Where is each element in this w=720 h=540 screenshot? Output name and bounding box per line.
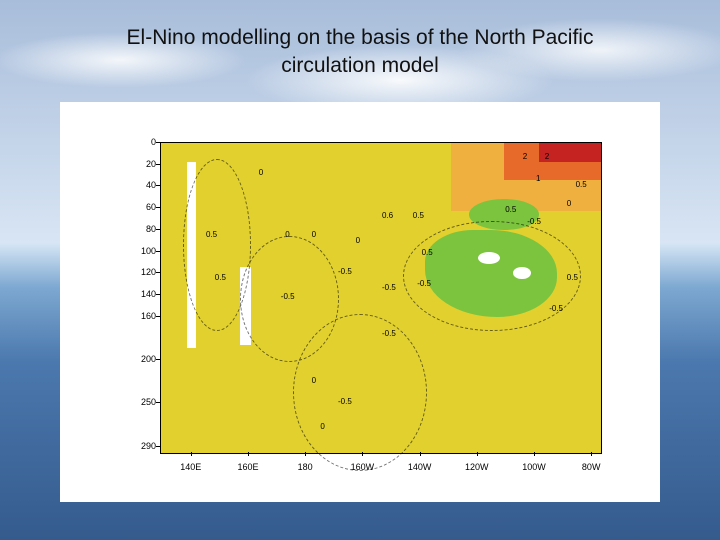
contour-label: 0.6 xyxy=(381,211,394,220)
y-tick-label: 60 xyxy=(130,202,156,212)
contour-line xyxy=(293,314,427,471)
y-tick-label: 100 xyxy=(130,246,156,256)
x-tick-mark xyxy=(534,452,535,456)
x-tick-mark xyxy=(477,452,478,456)
x-tick-mark xyxy=(362,452,363,456)
x-tick-label: 120W xyxy=(465,462,489,472)
contour-label: 2 xyxy=(544,152,550,161)
contour-label: 0 xyxy=(566,199,572,208)
contour-label: 0.5 xyxy=(575,180,588,189)
y-tick-label: 160 xyxy=(130,311,156,321)
contour-label: -0.5 xyxy=(381,283,397,292)
contour-line xyxy=(403,221,581,332)
contour-label: 0.5 xyxy=(421,248,434,257)
contour-label: -0.5 xyxy=(548,304,564,313)
x-tick-mark xyxy=(191,452,192,456)
x-tick-label: 100W xyxy=(522,462,546,472)
y-tick-mark xyxy=(156,164,160,165)
y-tick-label: 20 xyxy=(130,159,156,169)
x-tick-label: 180 xyxy=(298,462,313,472)
y-tick-label: 80 xyxy=(130,224,156,234)
contour-label: 0 xyxy=(258,168,264,177)
title-line-1: El-Nino modelling on the basis of the No… xyxy=(127,26,594,49)
contour-label: 2 xyxy=(522,152,528,161)
contour-label: 0 xyxy=(284,230,290,239)
contour-label: -0.5 xyxy=(416,279,432,288)
title-line-2: circulation model xyxy=(281,54,439,77)
contour-label: 1 xyxy=(535,174,541,183)
y-tick-mark xyxy=(156,185,160,186)
y-tick-mark xyxy=(156,251,160,252)
x-tick-label: 160E xyxy=(237,462,258,472)
y-tick-label: 40 xyxy=(130,180,156,190)
x-tick-mark xyxy=(420,452,421,456)
contour-label: 0.5 xyxy=(205,230,218,239)
y-tick-mark xyxy=(156,142,160,143)
contour-label: 0.5 xyxy=(214,273,227,282)
contour-label: -0.5 xyxy=(280,292,296,301)
y-tick-mark xyxy=(156,446,160,447)
y-tick-label: 200 xyxy=(130,354,156,364)
y-tick-mark xyxy=(156,316,160,317)
slide: El-Nino modelling on the basis of the No… xyxy=(0,0,720,540)
contour-label: -0.5 xyxy=(337,267,353,276)
contour-label: 0.5 xyxy=(412,211,425,220)
contour-label: -0.5 xyxy=(526,217,542,226)
x-tick-mark xyxy=(248,452,249,456)
y-tick-mark xyxy=(156,294,160,295)
contour-label: 0.5 xyxy=(504,205,517,214)
y-tick-mark xyxy=(156,207,160,208)
x-tick-mark xyxy=(591,452,592,456)
y-tick-mark xyxy=(156,359,160,360)
x-tick-label: 140E xyxy=(180,462,201,472)
chart-card: 0 0.5 0.5 0 0 -0.5 -0.5 0.6 -0.5 0.5 0.5 0 -0.5 -0.5 2… xyxy=(60,102,660,502)
contour-label: 0 xyxy=(355,236,361,245)
x-tick-label: 160W xyxy=(351,462,375,472)
x-tick-label: 80W xyxy=(582,462,601,472)
contour-label: -0.5 xyxy=(381,329,397,338)
contour-label: -0.5 xyxy=(337,397,353,406)
y-tick-mark xyxy=(156,272,160,273)
contour-label: 0 xyxy=(311,376,317,385)
contour-label: 0.5 xyxy=(566,273,579,282)
y-tick-label: 140 xyxy=(130,289,156,299)
contour-plot: 0 0.5 0.5 0 0 -0.5 -0.5 0.6 -0.5 0.5 0.5 0 -0.5 -0.5 2… xyxy=(160,142,602,454)
y-tick-label: 0 xyxy=(130,137,156,147)
x-tick-mark xyxy=(305,452,306,456)
y-tick-label: 250 xyxy=(130,397,156,407)
y-tick-mark xyxy=(156,229,160,230)
contour-label: 0 xyxy=(319,422,325,431)
y-tick-label: 120 xyxy=(130,267,156,277)
contour-line xyxy=(183,159,251,332)
y-tick-label: 290 xyxy=(130,441,156,451)
y-tick-mark xyxy=(156,402,160,403)
slide-title: El-Nino modelling on the basis of the No… xyxy=(0,24,720,81)
x-tick-label: 140W xyxy=(408,462,432,472)
contour-label: 0 xyxy=(311,230,317,239)
